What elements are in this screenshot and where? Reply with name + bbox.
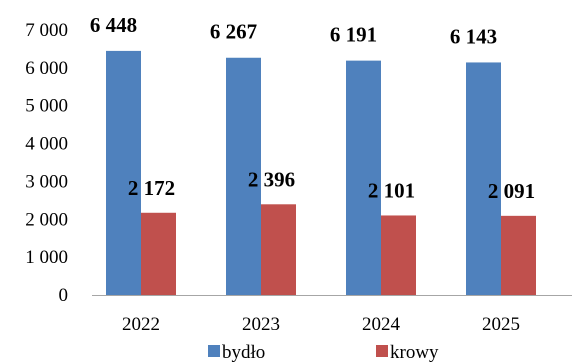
legend-swatch (208, 345, 220, 357)
y-tick-label: 7 000 (25, 20, 68, 41)
y-tick-label: 6 000 (25, 58, 68, 79)
y-tick-label: 0 (59, 285, 69, 306)
x-tick-label: 2024 (362, 314, 401, 335)
legend-label: krowy (390, 342, 439, 363)
bar-series-2-2024 (381, 215, 416, 295)
data-label: 2 101 (368, 178, 415, 202)
data-label: 6 143 (450, 24, 497, 48)
bar-series-2-2023 (261, 204, 296, 295)
data-label: 6 267 (210, 20, 257, 44)
legend-swatch (376, 345, 388, 357)
data-label: 6 448 (90, 13, 137, 37)
data-label: 2 091 (488, 179, 535, 203)
legend-label: bydło (222, 342, 265, 363)
bar-series-1-2024 (346, 60, 381, 295)
y-tick-label: 3 000 (25, 171, 68, 192)
bars-group (106, 50, 536, 296)
y-tick-label: 2 000 (25, 209, 68, 230)
x-tick-label: 2022 (122, 314, 160, 335)
bar-series-1-2023 (226, 57, 261, 296)
y-tick-label: 5 000 (25, 96, 68, 117)
y-tick-label: 4 000 (25, 134, 68, 155)
legend: bydło krowy (208, 342, 439, 363)
y-axis: 0 1 000 2 000 3 000 4 000 5 000 6 000 7 000 (25, 20, 68, 306)
x-axis: 2022 2023 2024 2025 (92, 295, 572, 335)
data-label: 6 191 (330, 23, 377, 47)
bar-series-2-2025 (501, 215, 536, 295)
x-tick-label: 2023 (242, 314, 280, 335)
data-label: 2 396 (248, 167, 295, 191)
data-labels-group: 6 448 2 172 6 267 2 396 6 191 2 101 6 143 2 091 (90, 13, 535, 203)
y-tick-label: 1 000 (25, 247, 68, 268)
data-label: 2 172 (128, 176, 175, 200)
bar-series-1-2025 (466, 62, 501, 295)
bar-series-1-2022 (106, 50, 141, 296)
bar-series-2-2022 (141, 212, 176, 295)
x-tick-label: 2025 (482, 314, 520, 335)
